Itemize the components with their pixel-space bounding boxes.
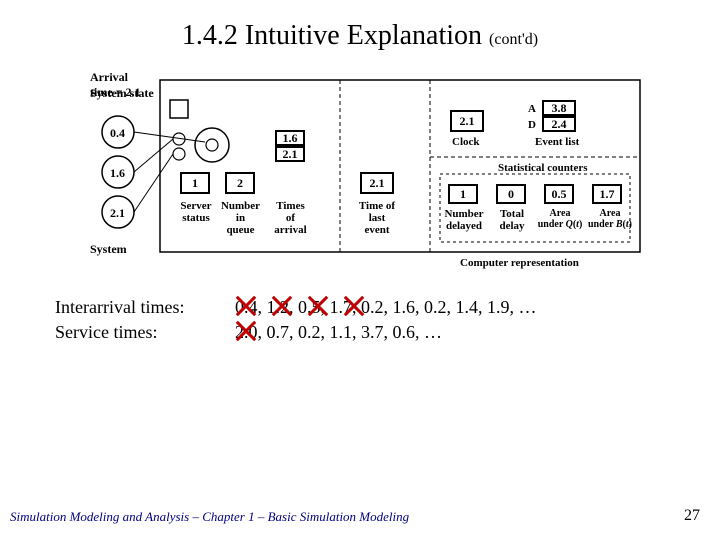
computer-rep-label: Computer representation — [460, 257, 579, 269]
service-label: Service times: — [55, 320, 235, 345]
footer-text: Simulation Modeling and Analysis – Chapt… — [10, 509, 409, 525]
ctr-3-lbl: Areaunder B(t) — [584, 208, 636, 230]
slide-title: 1.4.2 Intuitive Explanation (cont'd) — [0, 20, 720, 52]
ctr-1-lbl: Totaldelay — [492, 208, 532, 232]
ctr-0-lbl: Numberdelayed — [442, 208, 486, 232]
ctr-3: 1.7 — [592, 184, 622, 204]
clock-box: 2.1 — [450, 110, 484, 132]
callout-2: 2.1 — [110, 206, 125, 221]
system-label: System — [90, 242, 127, 257]
title-cont: (cont'd) — [489, 31, 538, 48]
ctr-0: 1 — [448, 184, 478, 204]
ev-d-label: D — [528, 119, 536, 131]
toa-1: 2.1 — [275, 146, 305, 162]
ctr-2-lbl: Areaunder Q(t) — [534, 208, 586, 230]
interarrival-label: Interarrival times: — [55, 295, 235, 320]
ctr-2: 0.5 — [544, 184, 574, 204]
server-status-box: 1 — [180, 172, 210, 194]
service-values: 2.0, 0.7, 0.2, 1.1, 3.7, 0.6, … — [235, 320, 442, 345]
times-block: Interarrival times: 0.4, 1.2, 0.5, 1.7, … — [55, 295, 675, 345]
stat-label: Statistical counters — [498, 162, 588, 174]
interarrival-values: 0.4, 1.2, 0.5, 1.7, 0.2, 1.6, 0.2, 1.4, … — [235, 295, 537, 320]
ctr-1: 0 — [496, 184, 526, 204]
ev-d-box: 2.4 — [542, 116, 576, 132]
callout-0: 0.4 — [110, 126, 125, 141]
callout-1: 1.6 — [110, 166, 125, 181]
niq-label: Numberinqueue — [218, 200, 263, 236]
system-state-label: System state — [90, 86, 154, 101]
server-status-label: Serverstatus — [176, 200, 216, 224]
ev-label: Event list — [535, 136, 579, 148]
clock-label: Clock — [452, 136, 480, 148]
toa-0: 1.6 — [275, 130, 305, 146]
tle-box: 2.1 — [360, 172, 394, 194]
page-number: 27 — [684, 507, 700, 525]
niq-box: 2 — [225, 172, 255, 194]
toa-label: Timesofarrival — [268, 200, 313, 236]
title-main: 1.4.2 Intuitive Explanation — [182, 20, 482, 51]
ev-a-label: A — [528, 103, 536, 115]
simulation-diagram: Arrivaltime = 2.1 System System state Co… — [90, 72, 650, 272]
ev-a-box: 3.8 — [542, 100, 576, 116]
tle-label: Time oflastevent — [352, 200, 402, 236]
